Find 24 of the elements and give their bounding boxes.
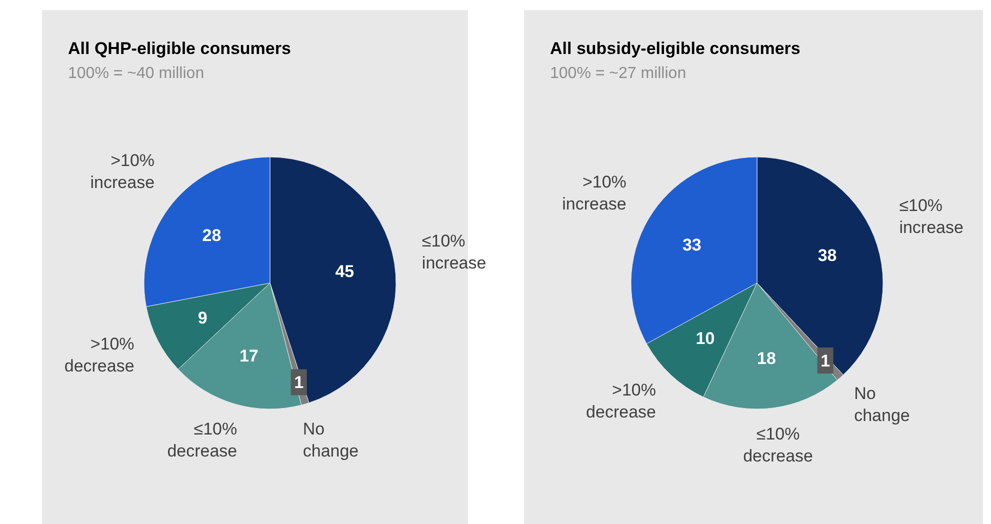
- chart-subtitle: 100% = ~40 million: [68, 65, 204, 82]
- slice-label: No change: [302, 419, 359, 460]
- data-label: 1: [294, 373, 304, 392]
- data-label: 10: [696, 329, 715, 348]
- data-label: 33: [682, 235, 702, 254]
- slice-label: ≤10% increase: [422, 232, 486, 273]
- slice-label: ≤10% decrease: [743, 424, 814, 466]
- data-label: 17: [239, 346, 258, 366]
- slice-label: >10% increase: [562, 172, 626, 214]
- data-label: 38: [818, 246, 837, 266]
- data-label: 9: [198, 308, 208, 328]
- data-label: 45: [335, 262, 354, 282]
- slice-label: >10% increase: [90, 150, 155, 192]
- chart-title: All subsidy-eligible consumers: [550, 39, 800, 58]
- chart-subtitle: 100% = ~27 million: [550, 65, 686, 82]
- slice-label: ≤10% increase: [899, 196, 964, 238]
- slice-label: >10% decrease: [64, 334, 134, 376]
- data-label: 18: [757, 348, 776, 368]
- data-label: 1: [820, 351, 830, 370]
- slice-label: >10% decrease: [586, 380, 656, 422]
- data-label: 28: [202, 226, 222, 245]
- slice-label: No change: [854, 384, 910, 426]
- slice-label: ≤10% decrease: [167, 419, 238, 460]
- chart-title: All QHP-eligible consumers: [68, 39, 291, 58]
